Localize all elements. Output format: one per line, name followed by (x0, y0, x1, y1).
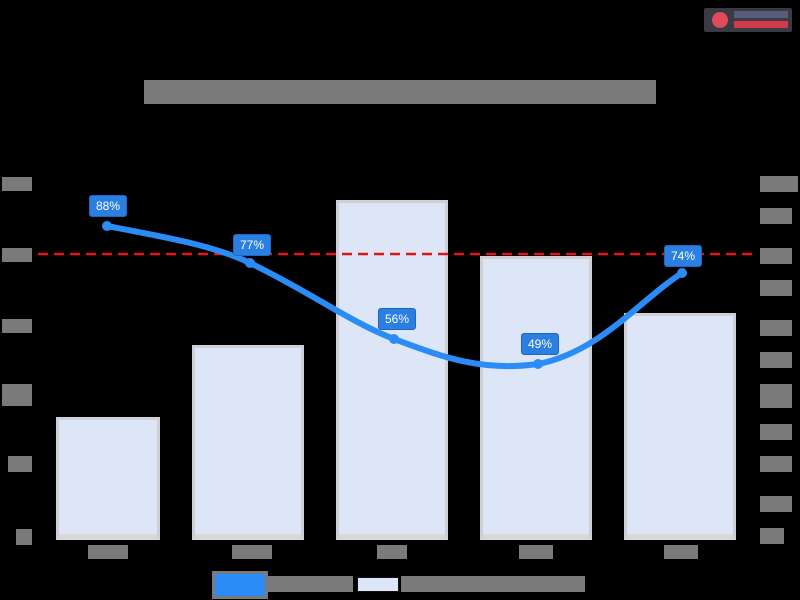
right-axis-label (760, 424, 792, 440)
legend-label-line: [redacted] (265, 576, 353, 592)
bar-2[interactable] (192, 345, 304, 540)
left-axis-label (16, 529, 32, 545)
data-label: 88% (89, 195, 128, 217)
logo-text-top (734, 11, 788, 18)
logo-text-bottom (734, 21, 788, 28)
left-axis-label (2, 248, 32, 262)
logo (704, 8, 792, 32)
legend-line-swatch[interactable] (212, 571, 268, 599)
right-axis-label (760, 456, 792, 472)
bar-5[interactable] (624, 313, 736, 540)
bar-4[interactable] (480, 256, 592, 540)
x-axis-label: [redacted] (232, 545, 272, 559)
right-axis-label (760, 528, 784, 544)
left-axis-label (8, 456, 32, 472)
bar-1[interactable] (56, 417, 160, 540)
x-axis-label: [redacted] (377, 545, 407, 559)
right-axis-label (760, 248, 792, 264)
right-axis-label (760, 384, 792, 408)
legend-bar-swatch[interactable] (357, 577, 399, 592)
right-axis-label (760, 176, 798, 192)
left-axis-label (2, 384, 32, 406)
right-axis-label (760, 280, 792, 296)
logo-mark-icon (712, 12, 728, 28)
data-label: 49% (521, 333, 560, 355)
x-axis-label: [redacted] (88, 545, 128, 559)
bar-3[interactable] (336, 200, 448, 540)
data-label: 77% (233, 234, 272, 256)
chart-title: [redacted] (144, 80, 656, 104)
legend-label-bar: [redacted] (401, 576, 585, 592)
x-axis-label: 2022 (519, 545, 553, 559)
right-axis-label (760, 320, 792, 336)
x-axis-label: [redacted] (664, 545, 698, 559)
data-label: 74% (664, 245, 703, 267)
left-axis-label (2, 177, 32, 191)
left-axis-label (2, 319, 32, 333)
right-axis-label (760, 208, 792, 224)
data-label: 56% (378, 308, 417, 330)
right-axis-label (760, 496, 792, 512)
right-axis-label (760, 352, 792, 368)
